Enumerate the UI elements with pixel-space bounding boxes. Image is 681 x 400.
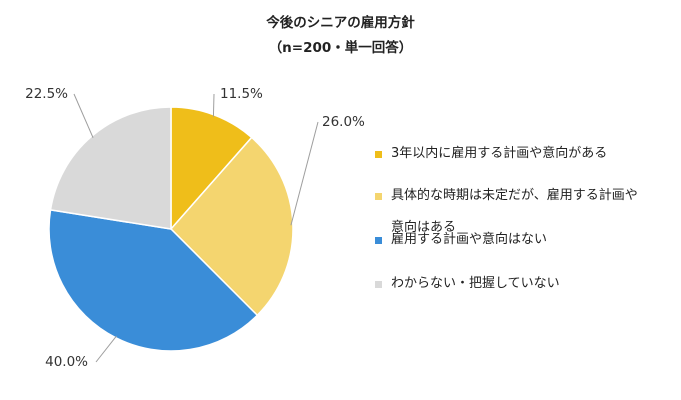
legend-item-plan-timing-undecided: 具体的な時期は未定だが、雇用する計画や 意向はある bbox=[375, 186, 671, 238]
pie-slice bbox=[49, 106, 172, 230]
legend-swatch bbox=[375, 193, 382, 200]
legend-item-unknown: わからない・把握していない bbox=[375, 274, 671, 294]
data-label: 22.5% bbox=[25, 86, 68, 102]
legend-label: わからない・把握していない bbox=[391, 276, 560, 291]
chart-title: 今後のシニアの雇用方針 bbox=[266, 15, 415, 31]
legend-label-line-2: 意向はある bbox=[391, 220, 457, 235]
legend-label: 3年以内に雇用する計画や意向がある bbox=[391, 146, 608, 161]
legend-swatch bbox=[375, 281, 382, 288]
data-label: 26.0% bbox=[322, 114, 365, 130]
legend-label: 雇用する計画や意向はない bbox=[391, 232, 548, 247]
leader-line bbox=[290, 121, 319, 226]
chart-subtitle: （n=200・単一回答） bbox=[268, 40, 413, 56]
leader-line bbox=[95, 335, 117, 363]
legend-swatch bbox=[375, 237, 382, 244]
chart-title-block: 今後のシニアの雇用方針 （n=200・単一回答） bbox=[0, 12, 681, 59]
data-label: 11.5% bbox=[220, 86, 263, 102]
pie-slice bbox=[170, 106, 253, 231]
legend-item-no-plan: 雇用する計画や意向はない bbox=[375, 230, 671, 250]
legend-item-plan-within-3-years: 3年以内に雇用する計画や意向がある bbox=[375, 144, 671, 164]
legend-label-line-1: 具体的な時期は未定だが、雇用する計画や bbox=[391, 188, 638, 203]
data-label: 40.0% bbox=[45, 354, 88, 370]
pie-slice bbox=[169, 136, 294, 317]
legend-swatch bbox=[375, 151, 382, 158]
leader-line bbox=[212, 93, 215, 117]
leader-line bbox=[73, 93, 94, 138]
